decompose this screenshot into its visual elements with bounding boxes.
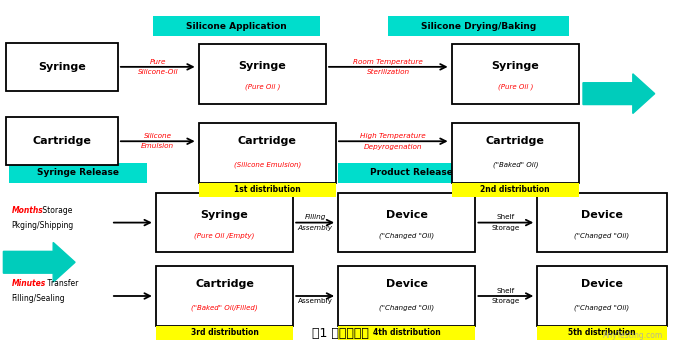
Text: Syringe: Syringe <box>38 62 86 72</box>
Text: Sterilization: Sterilization <box>367 69 410 75</box>
Text: Product Release: Product Release <box>371 168 453 177</box>
Text: Syringe: Syringe <box>492 61 539 71</box>
Text: (Pure Oil ): (Pure Oil ) <box>245 83 280 90</box>
Text: Silicone: Silicone <box>143 133 172 139</box>
Text: 2nd distribution: 2nd distribution <box>481 185 550 194</box>
Bar <box>6 43 118 91</box>
Text: ("Changed "Oil): ("Changed "Oil) <box>575 305 630 311</box>
Text: Minutes: Minutes <box>12 279 46 288</box>
Text: Storage: Storage <box>40 206 72 215</box>
Text: Storage: Storage <box>492 225 520 231</box>
Text: (Pure Oil /Empty): (Pure Oil /Empty) <box>194 233 255 239</box>
Bar <box>452 183 579 197</box>
Text: Storage: Storage <box>492 298 520 304</box>
Bar <box>199 44 326 104</box>
Text: ("Baked" Oil): ("Baked" Oil) <box>492 162 538 168</box>
Bar <box>537 193 666 252</box>
Text: Transfer: Transfer <box>45 279 78 288</box>
Text: Pkging/Shipping: Pkging/Shipping <box>12 220 73 229</box>
Text: Shelf: Shelf <box>497 214 515 220</box>
Text: Cartridge: Cartridge <box>195 279 254 289</box>
Text: (Silicone Emulsion): (Silicone Emulsion) <box>234 162 301 168</box>
Text: Silicone Drying/Baking: Silicone Drying/Baking <box>421 22 536 31</box>
Text: Device: Device <box>581 279 623 289</box>
Text: Assembly: Assembly <box>298 225 333 231</box>
Bar <box>452 124 579 183</box>
Bar <box>199 124 336 183</box>
Text: Cartridge: Cartridge <box>486 136 545 146</box>
Text: Device: Device <box>581 210 623 220</box>
Text: Cartridge: Cartridge <box>238 136 296 146</box>
Bar <box>10 163 147 183</box>
Bar <box>156 193 293 252</box>
Bar <box>452 44 579 104</box>
Text: ("Changed "Oil): ("Changed "Oil) <box>575 233 630 239</box>
Text: Syringe: Syringe <box>239 61 286 71</box>
Bar <box>6 117 118 165</box>
Bar <box>199 183 336 197</box>
Bar <box>537 266 666 326</box>
Text: AnyTesting.com: AnyTesting.com <box>603 331 664 339</box>
Text: Syringe Release: Syringe Release <box>37 168 119 177</box>
FancyArrow shape <box>583 74 655 114</box>
Bar <box>338 326 475 339</box>
Text: Months: Months <box>12 206 43 215</box>
Text: Pure: Pure <box>150 59 166 65</box>
Bar <box>153 16 320 36</box>
Bar <box>388 16 569 36</box>
Text: 3rd distribution: 3rd distribution <box>190 328 258 337</box>
Text: Device: Device <box>386 279 428 289</box>
Text: 图1 硅化工艺图: 图1 硅化工艺图 <box>311 327 369 339</box>
Text: Cartridge: Cartridge <box>33 136 92 146</box>
Text: 1st distribution: 1st distribution <box>234 185 301 194</box>
Bar <box>338 193 475 252</box>
Text: Depyrogenation: Depyrogenation <box>364 144 422 149</box>
Text: Syringe: Syringe <box>201 210 248 220</box>
Text: ("Changed "Oil): ("Changed "Oil) <box>379 233 435 239</box>
Text: Assembly: Assembly <box>298 298 333 304</box>
Text: 4th distribution: 4th distribution <box>373 328 441 337</box>
Text: Filling: Filling <box>305 214 326 220</box>
Text: Device: Device <box>386 210 428 220</box>
Text: Emulsion: Emulsion <box>141 144 174 149</box>
FancyArrow shape <box>3 243 75 282</box>
Text: Filling/Sealing: Filling/Sealing <box>12 294 65 303</box>
Bar <box>338 266 475 326</box>
Text: ("Baked" Oil/Filled): ("Baked" Oil/Filled) <box>191 305 258 311</box>
Text: (Pure Oil ): (Pure Oil ) <box>498 83 533 90</box>
Bar <box>156 326 293 339</box>
Text: Silicone-Oil: Silicone-Oil <box>137 69 178 75</box>
Bar <box>537 326 666 339</box>
Text: High Temperature: High Temperature <box>360 133 426 139</box>
Text: ("Changed "Oil): ("Changed "Oil) <box>379 305 435 311</box>
Text: Shelf: Shelf <box>497 288 515 294</box>
Text: Room Temperature: Room Temperature <box>354 59 423 65</box>
Text: Silicone Application: Silicone Application <box>186 22 287 31</box>
Text: 5th distribution: 5th distribution <box>568 328 636 337</box>
Bar <box>156 266 293 326</box>
Bar <box>338 163 486 183</box>
